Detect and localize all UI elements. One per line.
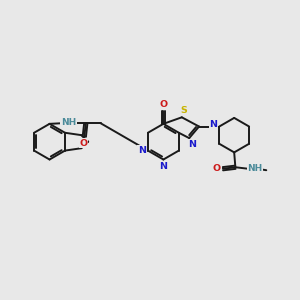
Text: S: S [181, 106, 188, 115]
Text: O: O [80, 139, 88, 148]
Text: N: N [138, 146, 146, 154]
Text: NH: NH [248, 164, 262, 173]
Text: N: N [159, 161, 167, 170]
Text: O: O [213, 164, 221, 172]
Text: N: N [209, 120, 217, 129]
Text: NH: NH [61, 118, 76, 127]
Text: N: N [188, 140, 196, 148]
Text: O: O [159, 100, 167, 109]
